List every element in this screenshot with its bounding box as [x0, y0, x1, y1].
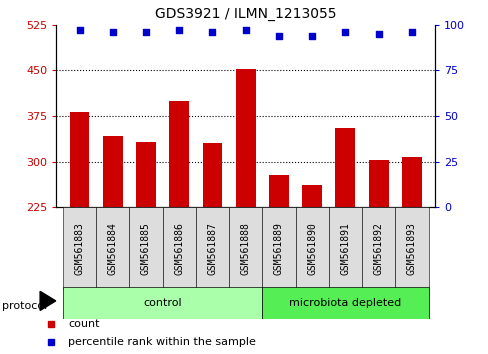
Point: [175, 27, 183, 33]
Bar: [335, 128, 355, 344]
Text: microbiota depleted: microbiota depleted: [289, 298, 401, 308]
Bar: [202, 143, 222, 344]
Text: GSM561888: GSM561888: [240, 222, 250, 275]
Bar: [169, 101, 189, 344]
Text: GSM561886: GSM561886: [174, 222, 184, 275]
Bar: [394, 207, 427, 290]
Bar: [96, 207, 129, 290]
Bar: [69, 112, 89, 344]
Text: percentile rank within the sample: percentile rank within the sample: [68, 337, 256, 347]
Bar: [235, 69, 255, 344]
Bar: [163, 207, 196, 290]
Text: GSM561889: GSM561889: [273, 222, 284, 275]
Bar: [401, 157, 421, 344]
Bar: [361, 207, 394, 290]
Text: GSM561891: GSM561891: [340, 222, 350, 275]
Bar: [295, 207, 328, 290]
Point: [208, 29, 216, 35]
Text: protocol: protocol: [2, 301, 48, 311]
Bar: [136, 142, 156, 344]
Bar: [63, 207, 96, 290]
Text: GSM561883: GSM561883: [74, 222, 84, 275]
Point: [307, 33, 315, 39]
Bar: [368, 160, 388, 344]
Point: [109, 29, 117, 35]
Text: GSM561884: GSM561884: [107, 222, 118, 275]
Bar: [63, 287, 262, 319]
Bar: [262, 287, 427, 319]
Bar: [328, 207, 361, 290]
Text: GSM561892: GSM561892: [373, 222, 383, 275]
Point: [142, 29, 150, 35]
Bar: [302, 184, 322, 344]
Bar: [129, 207, 163, 290]
Text: GSM561893: GSM561893: [406, 222, 416, 275]
Bar: [196, 207, 229, 290]
Polygon shape: [40, 291, 56, 310]
Text: control: control: [143, 298, 182, 308]
Point: [274, 33, 282, 39]
Point: [76, 27, 83, 33]
Bar: [268, 175, 288, 344]
Text: count: count: [68, 319, 100, 329]
Point: [407, 29, 415, 35]
Point: [374, 31, 382, 37]
Bar: [102, 136, 122, 344]
Bar: [262, 207, 295, 290]
Text: GSM561885: GSM561885: [141, 222, 151, 275]
Bar: [229, 207, 262, 290]
Text: GSM561890: GSM561890: [306, 222, 317, 275]
Point: [341, 29, 348, 35]
Text: GSM561887: GSM561887: [207, 222, 217, 275]
Point: [242, 27, 249, 33]
Title: GDS3921 / ILMN_1213055: GDS3921 / ILMN_1213055: [155, 7, 336, 21]
